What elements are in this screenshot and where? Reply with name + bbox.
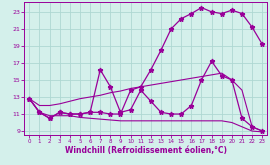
- X-axis label: Windchill (Refroidissement éolien,°C): Windchill (Refroidissement éolien,°C): [65, 146, 227, 155]
